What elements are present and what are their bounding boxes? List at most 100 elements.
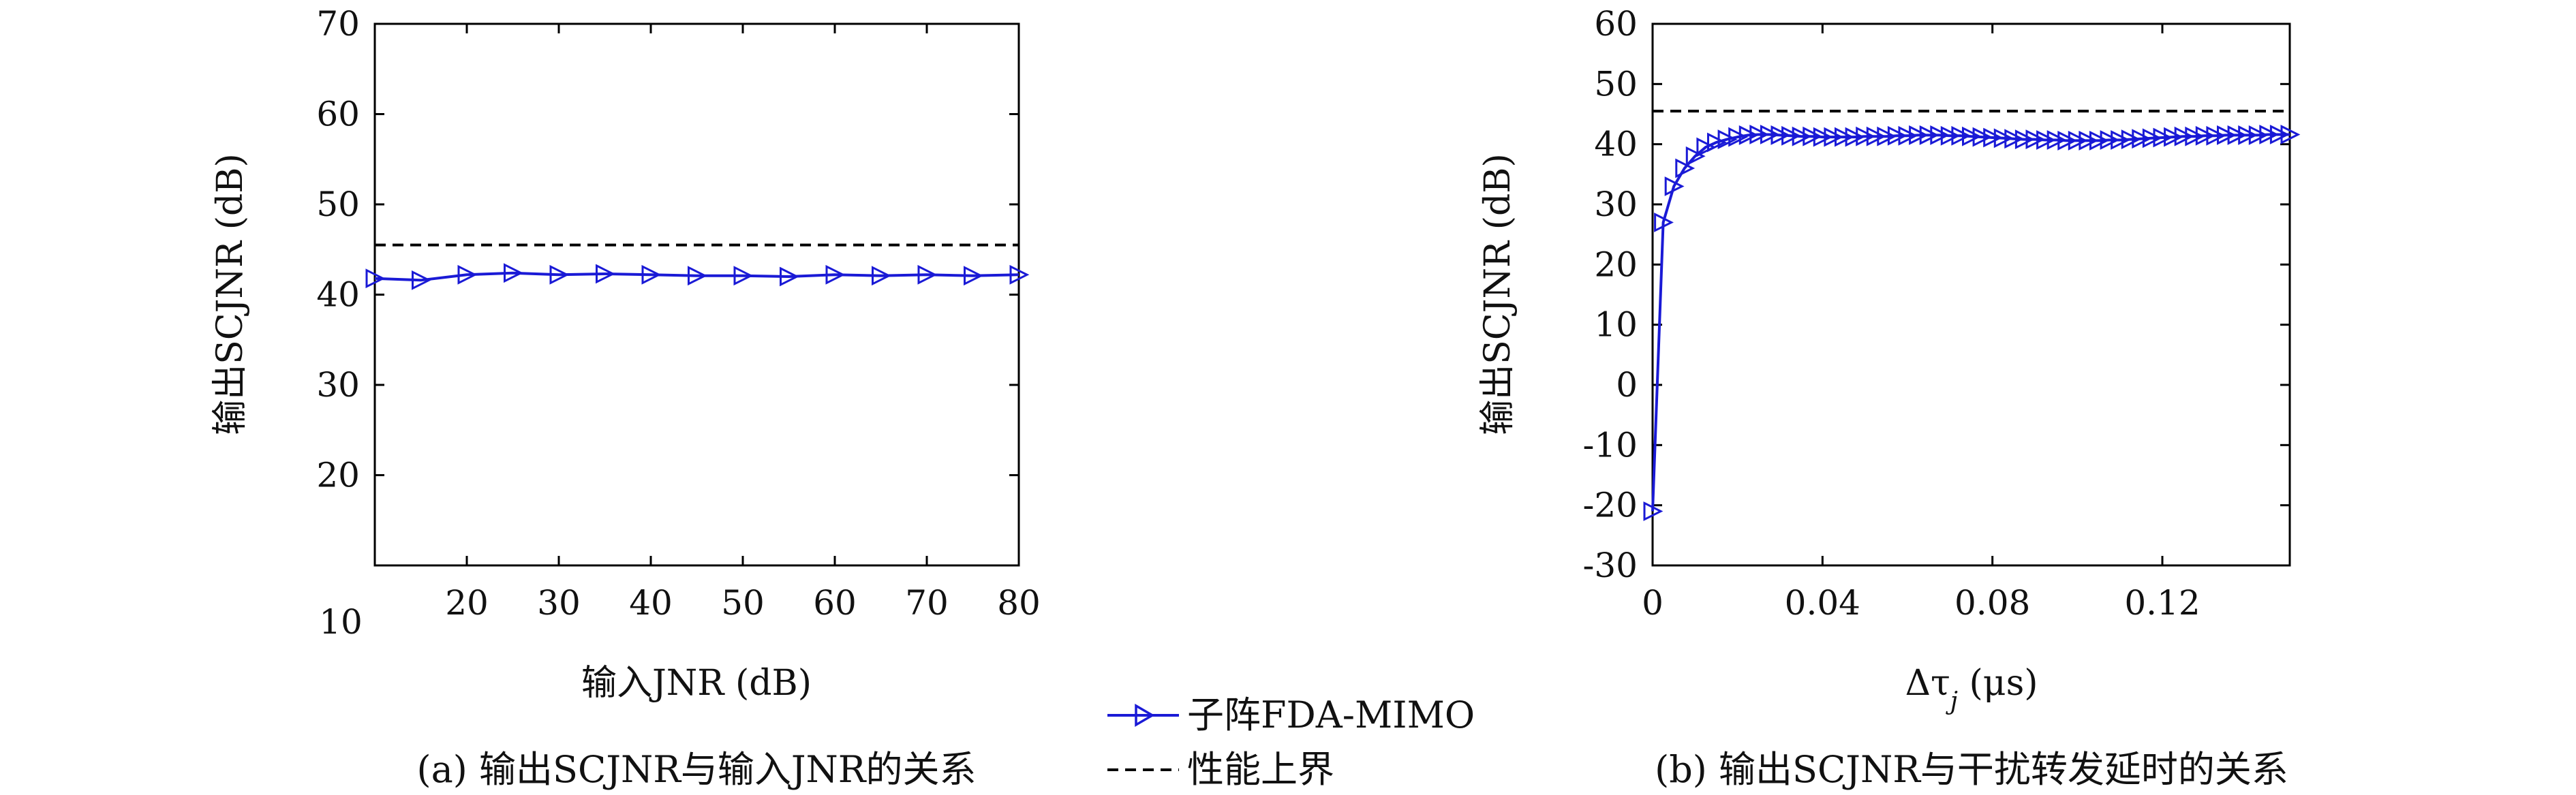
x-tick-labels-b: 0 0.04 0.08 0.12 [1642,583,2201,623]
data-point-marker [733,266,754,286]
data-point-marker [2036,130,2056,150]
data-point-marker [688,266,707,286]
data-point-marker [1951,125,1972,146]
y-tick-label: 40 [1594,125,1638,164]
data-point-marker [2089,130,2109,151]
data-point-marker [1983,127,2004,148]
data-point-marker [2195,125,2215,146]
x-axis-label-b: Δτj (μs) [1905,663,2038,715]
data-point-marker [2046,130,2067,150]
y-tick-labels-b: -30 -20 -10 0 10 20 30 40 50 60 [1582,4,1638,585]
x-tick-label: 0.08 [1954,583,2030,623]
y-tick-label: 30 [1594,185,1638,224]
subarray-fda-mimo-line [374,271,1019,282]
data-point-marker [1887,125,1907,146]
data-point-marker [2014,129,2035,150]
data-point-marker [2121,129,2141,150]
data-point-marker [2185,126,2205,146]
x-tick-label: 0 [1642,583,1663,623]
data-point-marker [2227,125,2248,145]
data-point-marker [2206,125,2226,146]
data-point-marker [917,264,938,285]
data-point-marker [2111,130,2131,150]
legend-item-upper-bound: 性能上界 [1107,748,1334,791]
data-point-marker [1877,126,1897,146]
x-axis-label-b-main: Δτ [1905,663,1950,704]
plot-frame-b [1651,22,2291,567]
legend: 子阵FDA-MIMO 性能上界 [1107,693,1475,791]
data-point-marker [2025,129,2046,150]
data-point-marker [1792,126,1812,146]
data-point-marker [1845,127,1865,147]
y-tick-label: 60 [1594,4,1638,44]
data-point-marker [2132,129,2152,149]
y-tick-label: -20 [1582,486,1638,525]
x-tick-label: 30 [537,583,581,623]
y-axis-label-a: 输出SCJNR (dB) [210,153,251,435]
origin-tick-label-a: 10 [319,602,363,642]
data-point-marker [365,268,386,289]
y-tick-label: 40 [316,275,360,315]
data-point-marker [1728,127,1749,147]
data-point-marker [2068,130,2088,151]
y-tick-label: 20 [1594,245,1638,284]
data-point-marker [825,264,846,285]
y-tick-label: 50 [316,185,360,224]
ticks-b [1653,24,2290,565]
data-point-marker [1898,125,1918,146]
y-tick-label: -30 [1582,546,1638,585]
data-point-marker [2217,125,2237,145]
data-point-marker [1972,127,1993,147]
x-tick-label: 80 [997,583,1041,623]
legend-marker-subarray [1135,703,1155,728]
data-point-marker [1962,126,1982,146]
data-point-marker [1717,129,1738,150]
data-point-marker [457,264,478,285]
legend-label-upper-bound: 性能上界 [1187,748,1334,791]
data-point-marker [2259,125,2280,144]
data-point-marker [1738,125,1759,145]
legend-label-subarray: 子阵FDA-MIMO [1187,693,1475,736]
legend-item-subarray: 子阵FDA-MIMO [1107,693,1475,736]
data-point-marker [1707,132,1727,153]
data-point-marker [1685,146,1706,166]
caption-b: (b) 输出SCJNR与干扰转发延时的关系 [1655,748,2288,791]
data-point-marker [1770,125,1791,145]
data-point-marker [504,263,523,283]
chart-panel-a: 20 30 40 50 60 70 20 30 40 50 60 70 80 10 输出SCJNR (… [210,4,1041,791]
data-point-marker [2079,130,2099,151]
subarray-fda-mimo-line [1651,133,2290,512]
data-point-marker [1813,127,1833,147]
plot-frame-a [373,22,1020,567]
data-point-marker [1781,125,1801,146]
data-point-marker [2248,125,2269,145]
data-point-marker [2164,127,2183,147]
data-point-marker [2100,130,2120,150]
y-tick-label: 30 [316,365,360,405]
x-tick-label: 40 [629,583,673,623]
data-point-marker [2153,127,2173,148]
data-point-marker [1760,125,1780,144]
x-tick-labels-a: 20 30 40 50 60 70 80 [445,583,1041,623]
data-point-marker [1856,126,1876,146]
y-tick-labels-a: 20 30 40 50 60 70 [316,4,360,495]
x-tick-label: 0.04 [1785,583,1860,623]
y-tick-label: 10 [1594,305,1638,345]
data-point-marker [2238,125,2258,145]
data-point-marker [1824,127,1844,147]
data-point-marker [780,266,799,287]
series-group-a [365,243,1030,290]
x-axis-label-a: 输入JNR (dB) [581,663,812,704]
x-tick-label: 20 [445,583,489,623]
data-point-marker [2280,125,2301,144]
ticks-a [375,24,1019,565]
data-point-marker [1664,176,1685,196]
data-point-marker [1835,127,1854,147]
x-axis-label-b-unit: (μs) [1958,663,2038,704]
data-point-marker [549,264,570,285]
data-point-marker [412,270,431,290]
data-point-marker [2269,125,2290,144]
data-point-marker [596,264,615,284]
data-point-marker [2004,129,2025,149]
